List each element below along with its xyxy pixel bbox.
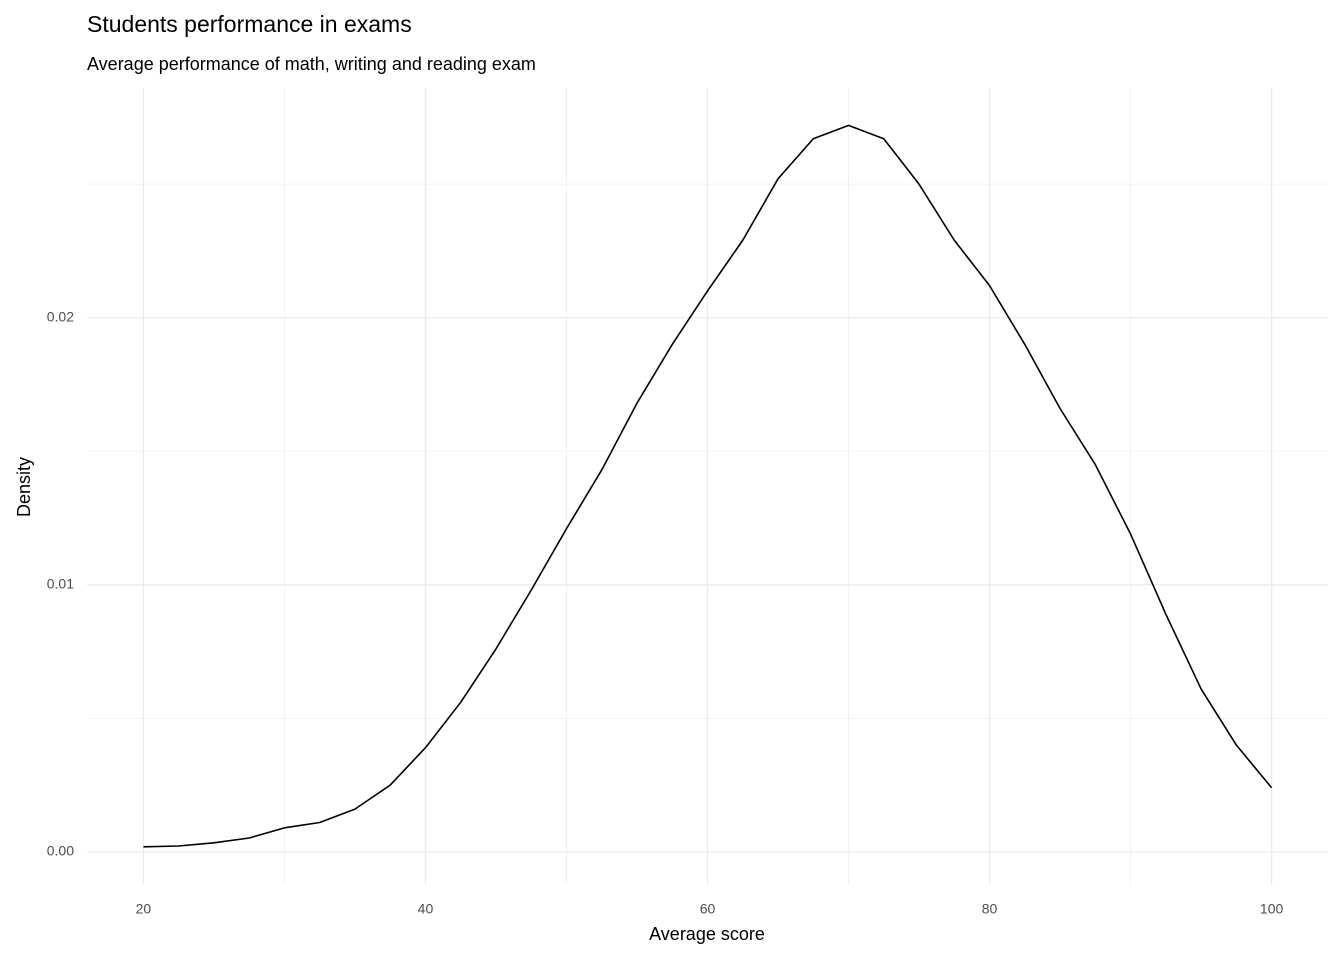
chart-title: Students performance in exams (87, 11, 412, 37)
y-tick-label: 0.02 (47, 308, 74, 324)
x-tick-label: 40 (418, 901, 434, 917)
y-tick-label: 0.00 (47, 843, 74, 859)
x-axis-title: Average score (649, 924, 765, 944)
x-tick-label: 80 (982, 901, 998, 917)
y-axis-title: Density (14, 457, 34, 517)
y-tick-label: 0.01 (47, 575, 74, 591)
x-tick-label: 20 (136, 901, 152, 917)
density-line (143, 124, 1273, 848)
x-tick-label: 60 (700, 901, 716, 917)
chart-subtitle: Average performance of math, writing and… (87, 54, 536, 74)
x-tick-label: 100 (1260, 901, 1284, 917)
